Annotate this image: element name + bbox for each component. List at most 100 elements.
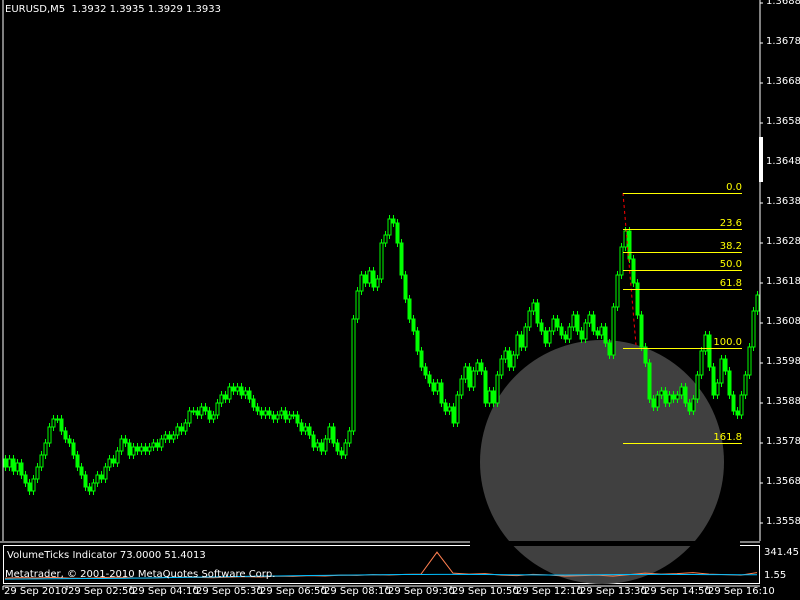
- candle-body: [259, 410, 264, 416]
- fib-level-label: 100.0: [713, 336, 742, 348]
- fib-level-label: 23.6: [719, 217, 742, 229]
- candle-body: [291, 414, 296, 417]
- candle-body: [375, 278, 380, 288]
- candle-body: [359, 274, 364, 292]
- candle-body: [551, 318, 556, 332]
- candle-body: [351, 318, 356, 432]
- candle-body: [271, 414, 276, 420]
- time-tick-label: 29 Sep 10:50: [452, 586, 519, 597]
- candle-body: [679, 386, 684, 396]
- candle-body: [563, 334, 568, 340]
- candle-body: [23, 474, 28, 484]
- fib-level-label: 161.8: [713, 431, 742, 443]
- candle-body: [451, 406, 456, 424]
- chart-header: EURUSD,M5 1.3932 1.3935 1.3929 1.3933: [5, 4, 221, 15]
- candle-body: [735, 410, 740, 416]
- candle-body: [367, 270, 372, 284]
- candle-body: [3, 458, 8, 468]
- candle-body: [431, 382, 436, 392]
- candle-body: [363, 274, 368, 284]
- candle-body: [199, 406, 204, 416]
- candle-body: [307, 426, 312, 436]
- candle-body: [623, 230, 628, 248]
- price-tick-label: 1.3578: [766, 436, 800, 447]
- candle-body: [303, 426, 308, 432]
- candle-body: [719, 358, 724, 384]
- candle-body: [127, 442, 132, 456]
- candle-body: [715, 382, 720, 396]
- candle-body: [319, 442, 324, 452]
- candle-body: [559, 326, 564, 336]
- candle-body: [343, 442, 348, 456]
- candle-body: [203, 406, 208, 412]
- candle-body: [699, 350, 704, 376]
- candle-body: [399, 242, 404, 276]
- candle-body: [691, 398, 696, 412]
- price-tick-label: 1.3608: [766, 316, 800, 327]
- candle-body: [731, 394, 736, 412]
- candle-body: [591, 314, 596, 332]
- candle-body: [479, 362, 484, 372]
- candle-body: [167, 434, 172, 440]
- candle-body: [191, 410, 196, 413]
- candle-body: [419, 350, 424, 368]
- indicator-axis-min: 1.55: [764, 570, 787, 581]
- candle-body: [239, 386, 244, 396]
- indicator-values: 73.0000 51.4013: [119, 550, 206, 561]
- indicator-line-average: [4, 573, 757, 580]
- candle-body: [79, 466, 84, 476]
- candle-body: [703, 334, 708, 352]
- candle-body: [59, 418, 64, 432]
- candle-body: [659, 390, 664, 396]
- candle-body: [31, 478, 36, 492]
- candle-body: [595, 330, 600, 336]
- candle-body: [339, 450, 344, 456]
- candle-body: [371, 270, 376, 288]
- candle-body: [51, 418, 56, 428]
- candle-body: [675, 394, 680, 400]
- time-tick-label: 29 Sep 16:10: [708, 586, 775, 597]
- candle-body: [163, 434, 168, 440]
- candle-body: [439, 382, 444, 404]
- candle-body: [467, 366, 472, 388]
- candle-body: [299, 422, 304, 432]
- candle-body: [27, 482, 32, 492]
- candle-body: [639, 314, 644, 348]
- candle-body: [603, 326, 608, 344]
- time-tick-label: 29 Sep 05:30: [196, 586, 263, 597]
- candle-body: [687, 402, 692, 412]
- candle-body: [243, 390, 248, 396]
- candle-body: [579, 330, 584, 340]
- candle-body: [67, 438, 72, 444]
- candle-body: [283, 410, 288, 420]
- candle-body: [263, 410, 268, 416]
- time-tick-label: 29 Sep 04:10: [132, 586, 199, 597]
- candle-body: [571, 314, 576, 328]
- price-tick-label: 1.3668: [766, 76, 800, 87]
- candle-body: [15, 462, 20, 472]
- candle-body: [395, 222, 400, 244]
- candle-body: [587, 314, 592, 324]
- candle-body: [443, 402, 448, 412]
- price-tick-label: 1.3678: [766, 36, 800, 47]
- price-tick-label: 1.3688: [766, 0, 800, 7]
- candle-body: [143, 446, 148, 452]
- candle-body: [43, 442, 48, 456]
- candle-body: [747, 346, 752, 376]
- candle-body: [155, 442, 160, 448]
- candle-body: [515, 334, 520, 356]
- price-tick-label: 1.3638: [766, 196, 800, 207]
- candle-body: [635, 282, 640, 316]
- candle-body: [231, 386, 236, 392]
- candle-body: [279, 410, 284, 416]
- candle-body: [87, 486, 92, 492]
- candle-body: [131, 446, 136, 456]
- candle-body: [151, 442, 156, 448]
- candle-body: [335, 442, 340, 452]
- candle-body: [531, 302, 536, 312]
- indicator-panel-frame: [3, 545, 760, 584]
- candle-body: [751, 310, 756, 348]
- price-tick-label: 1.3648: [766, 156, 800, 167]
- candle-body: [327, 426, 332, 440]
